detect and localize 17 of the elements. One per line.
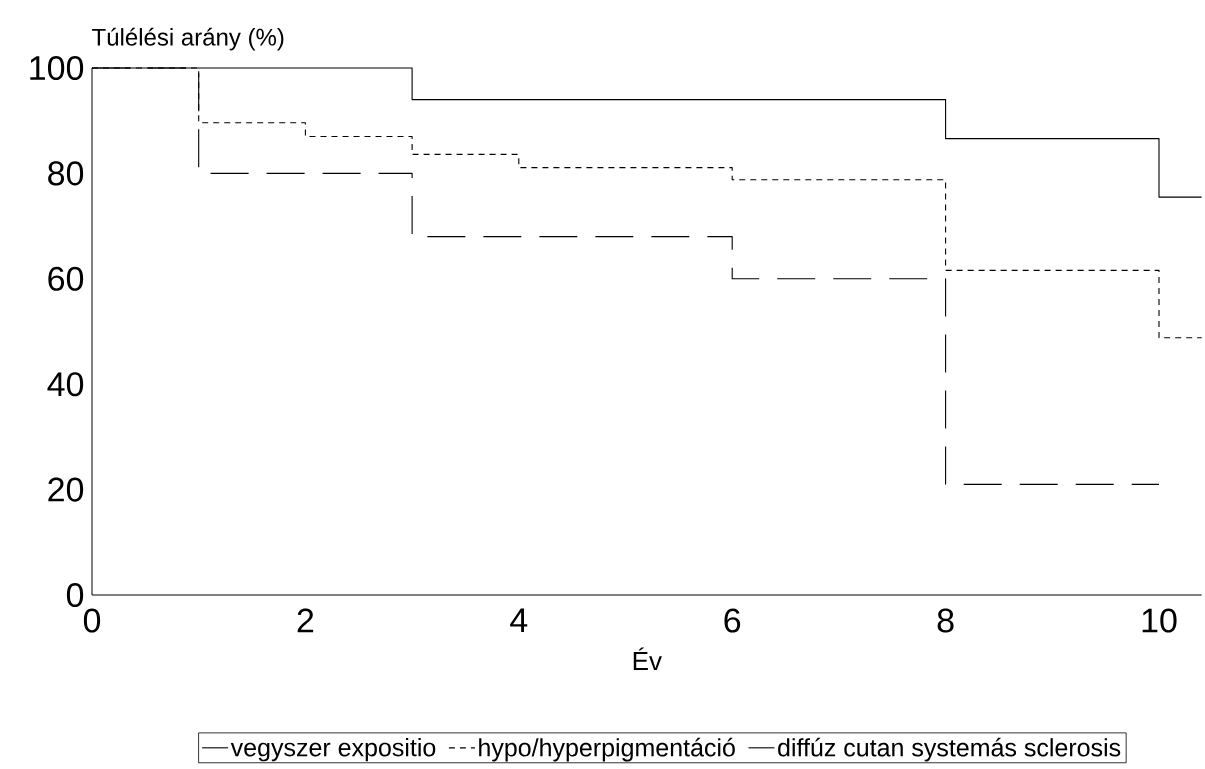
x-tick-label: 8 <box>937 608 954 633</box>
x-tick-label: 4 <box>510 608 528 632</box>
x-tick-label: 10 <box>1142 608 1177 633</box>
y-tick-label: 60 <box>48 266 84 291</box>
y-tick-label: 80 <box>48 161 84 186</box>
x-tick-label: 0 <box>83 608 101 633</box>
y-tick-label: 100 <box>30 55 84 81</box>
legend-label: diffúz cutan systemás sclerosis <box>778 737 1121 762</box>
x-tick-label: 6 <box>724 608 741 633</box>
x-tick-label: 2 <box>297 608 314 633</box>
x-axis-title: Év <box>633 647 662 671</box>
y-tick-label: 20 <box>48 477 84 502</box>
y-axis-title: Túlélési arány (%) <box>92 27 284 51</box>
y-tick-label: 40 <box>47 372 84 397</box>
legend-label: hypo/hyperpigmentáció <box>479 737 735 762</box>
y-tick-label: 0 <box>66 582 84 608</box>
legend-label: vegyszer expositio <box>230 738 436 762</box>
